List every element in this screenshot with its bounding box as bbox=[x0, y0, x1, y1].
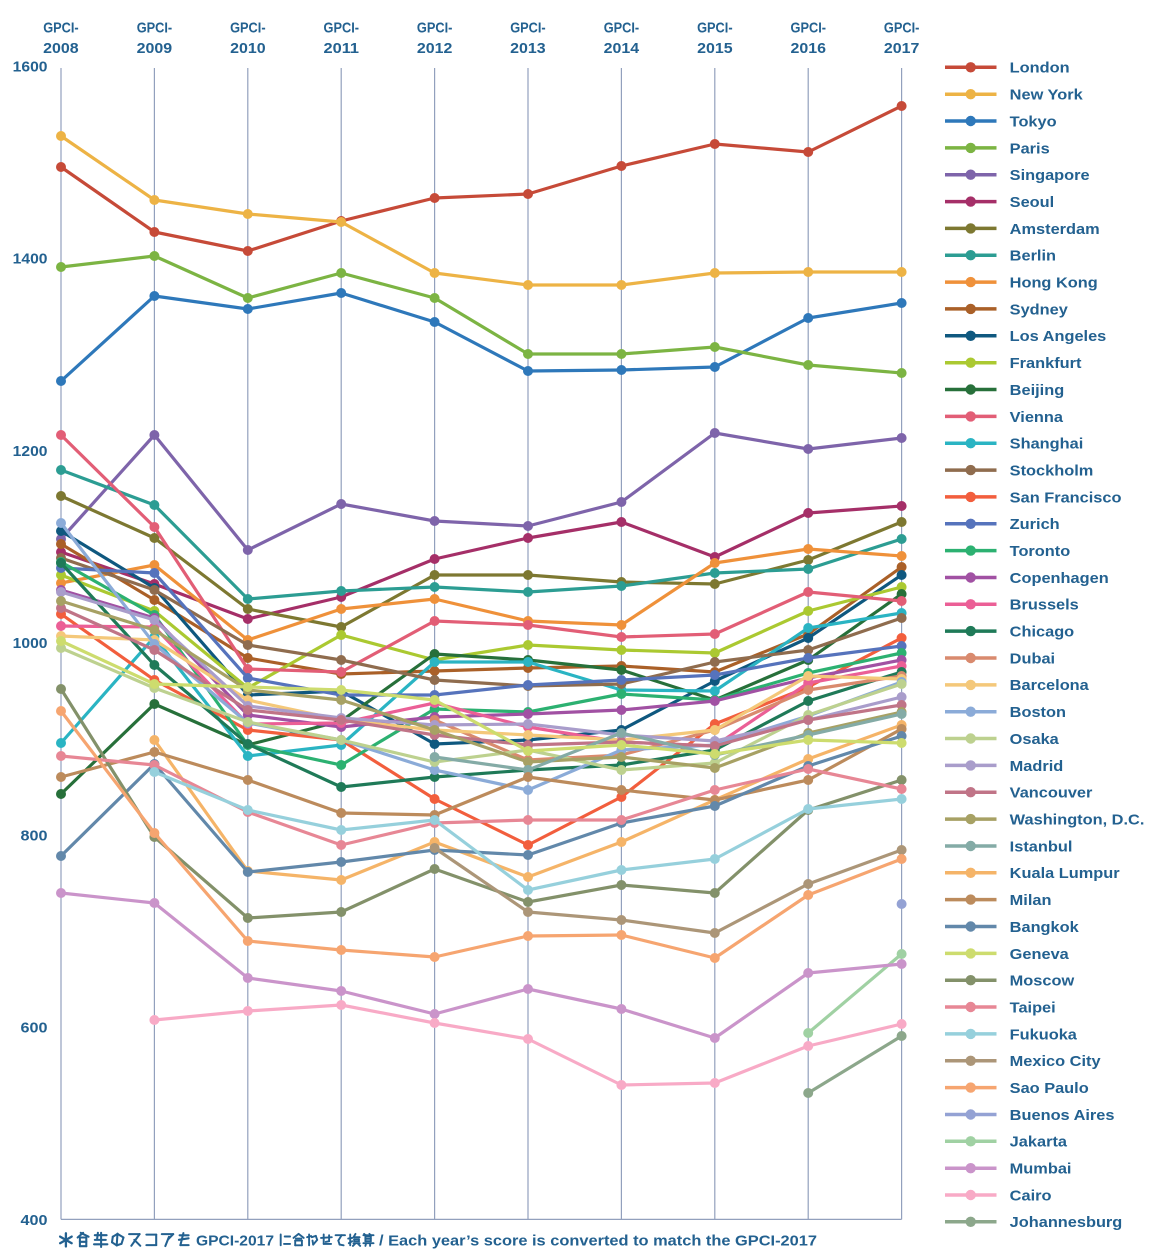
svg-text:Dubai: Dubai bbox=[1010, 650, 1055, 667]
svg-text:Vancouver: Vancouver bbox=[1010, 785, 1093, 802]
svg-text:Istanbul: Istanbul bbox=[1010, 838, 1073, 855]
svg-text:Washington, D.C.: Washington, D.C. bbox=[1010, 812, 1145, 829]
svg-text:/ Each year’s score is convert: / Each year’s score is converted to matc… bbox=[379, 1233, 817, 1250]
svg-text:GPCI-: GPCI- bbox=[417, 20, 453, 37]
svg-text:600: 600 bbox=[21, 1020, 48, 1037]
svg-text:Buenos Aires: Buenos Aires bbox=[1010, 1107, 1115, 1124]
svg-text:GPCI-: GPCI- bbox=[230, 20, 266, 37]
svg-text:Zurich: Zurich bbox=[1010, 516, 1060, 533]
svg-text:Hong Kong: Hong Kong bbox=[1010, 275, 1098, 292]
svg-text:Amsterdam: Amsterdam bbox=[1010, 221, 1100, 238]
svg-text:Brussels: Brussels bbox=[1010, 597, 1079, 614]
svg-text:GPCI-: GPCI- bbox=[324, 20, 360, 37]
svg-text:Singapore: Singapore bbox=[1010, 167, 1090, 184]
svg-text:GPCI-: GPCI- bbox=[697, 20, 733, 37]
svg-text:Tokyo: Tokyo bbox=[1010, 113, 1057, 130]
svg-text:Berlin: Berlin bbox=[1010, 248, 1056, 265]
svg-text:2016: 2016 bbox=[791, 40, 827, 57]
svg-text:Kuala Lumpur: Kuala Lumpur bbox=[1010, 865, 1120, 882]
svg-text:GPCI-: GPCI- bbox=[137, 20, 173, 37]
svg-text:1000: 1000 bbox=[13, 635, 48, 652]
svg-text:800: 800 bbox=[21, 827, 48, 844]
svg-text:Los Angeles: Los Angeles bbox=[1010, 328, 1107, 345]
svg-text:Boston: Boston bbox=[1010, 704, 1066, 721]
svg-text:Chicago: Chicago bbox=[1010, 624, 1074, 641]
svg-text:Geneva: Geneva bbox=[1010, 946, 1070, 963]
svg-text:2013: 2013 bbox=[510, 40, 546, 57]
svg-text:Sao Paulo: Sao Paulo bbox=[1010, 1080, 1089, 1097]
svg-text:Moscow: Moscow bbox=[1010, 973, 1075, 990]
svg-text:Cairo: Cairo bbox=[1010, 1187, 1052, 1204]
svg-text:GPCI-: GPCI- bbox=[510, 20, 546, 37]
svg-text:Milan: Milan bbox=[1010, 892, 1052, 909]
svg-text:Paris: Paris bbox=[1010, 140, 1050, 157]
svg-text:Copenhagen: Copenhagen bbox=[1010, 570, 1109, 587]
svg-text:Stockholm: Stockholm bbox=[1010, 462, 1094, 479]
svg-text:San Francisco: San Francisco bbox=[1010, 489, 1122, 506]
svg-text:Jakarta: Jakarta bbox=[1010, 1134, 1068, 1151]
svg-text:2017: 2017 bbox=[884, 40, 920, 57]
svg-text:Vienna: Vienna bbox=[1010, 409, 1064, 426]
svg-text:Shanghai: Shanghai bbox=[1010, 436, 1084, 453]
svg-text:GPCI-: GPCI- bbox=[884, 20, 920, 37]
svg-text:2015: 2015 bbox=[697, 40, 733, 57]
svg-text:2012: 2012 bbox=[417, 40, 453, 57]
svg-text:London: London bbox=[1010, 60, 1070, 77]
svg-text:Bangkok: Bangkok bbox=[1010, 919, 1080, 936]
svg-text:GPCI-: GPCI- bbox=[43, 20, 79, 37]
svg-text:GPCI-: GPCI- bbox=[604, 20, 640, 37]
svg-text:Osaka: Osaka bbox=[1010, 731, 1060, 748]
svg-text:Taipei: Taipei bbox=[1010, 999, 1056, 1016]
svg-text:1200: 1200 bbox=[13, 443, 48, 460]
svg-text:GPCI-: GPCI- bbox=[791, 20, 827, 37]
svg-text:Mumbai: Mumbai bbox=[1010, 1161, 1072, 1178]
svg-text:Barcelona: Barcelona bbox=[1010, 677, 1090, 694]
svg-text:Fukuoka: Fukuoka bbox=[1010, 1026, 1078, 1043]
svg-text:GPCI-2017: GPCI-2017 bbox=[196, 1233, 274, 1250]
svg-text:1600: 1600 bbox=[13, 58, 48, 75]
svg-text:Seoul: Seoul bbox=[1010, 194, 1054, 211]
svg-text:Mexico City: Mexico City bbox=[1010, 1053, 1102, 1070]
svg-text:Frankfurt: Frankfurt bbox=[1010, 355, 1082, 372]
svg-text:2008: 2008 bbox=[43, 40, 78, 57]
svg-text:2009: 2009 bbox=[137, 40, 173, 57]
svg-text:2010: 2010 bbox=[230, 40, 266, 57]
svg-text:1400: 1400 bbox=[13, 251, 48, 268]
svg-text:New York: New York bbox=[1010, 87, 1084, 104]
svg-text:Beijing: Beijing bbox=[1010, 382, 1064, 399]
svg-text:Madrid: Madrid bbox=[1010, 758, 1064, 775]
svg-text:2011: 2011 bbox=[324, 40, 360, 57]
svg-text:400: 400 bbox=[21, 1212, 48, 1229]
svg-text:Toronto: Toronto bbox=[1010, 543, 1071, 560]
svg-text:2014: 2014 bbox=[604, 40, 640, 57]
svg-text:Johannesburg: Johannesburg bbox=[1010, 1214, 1123, 1231]
svg-text:Sydney: Sydney bbox=[1010, 301, 1069, 318]
